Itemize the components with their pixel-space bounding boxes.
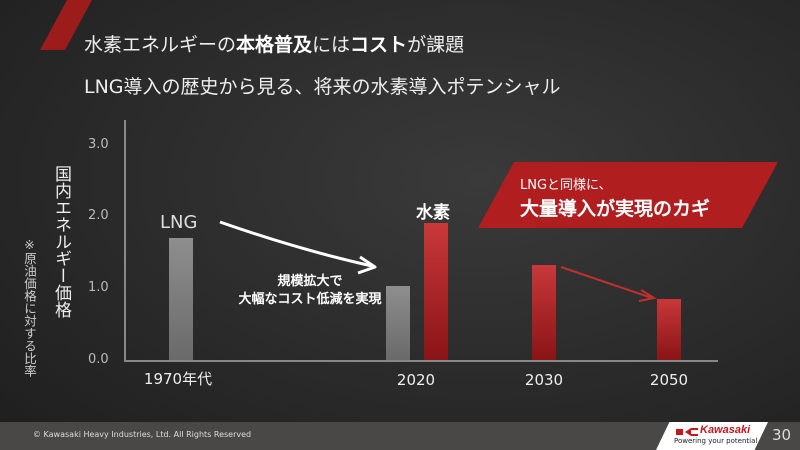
bar-lng-1970s [169,238,193,360]
y-axis-label: 国内エネルギー価格 [51,165,71,318]
bar-hydrogen-2030 [532,265,556,360]
bar-hydrogen-2050 [657,299,681,360]
callout-banner: LNGと同様に、 大量導入が実現のカギ [478,162,778,228]
bar-hydrogen-2020 [424,223,448,360]
kawasaki-river-mark-icon [676,428,698,436]
footer: © Kawasaki Heavy Industries, Ltd. All Ri… [0,422,800,450]
y-axis-note: ※原油価格に対する比率 [22,237,37,377]
x-label-2050: 2050 [649,371,689,389]
y-tick-3: 3.0 [88,137,109,152]
x-label-2020: 2020 [396,371,436,389]
page-number: 30 [772,426,792,444]
y-tick-1: 1.0 [88,280,109,295]
y-tick-2: 2.0 [88,208,109,223]
white-curved-arrow-icon [219,220,377,275]
x-label-1970s: 1970年代 [143,370,213,388]
x-label-2030: 2030 [524,371,564,389]
lng-cost-reduction-note: 規模拡大で 大幅なコスト低減を実現 [238,274,382,307]
hydrogen-series-label: 水素 [416,203,450,223]
y-tick-0: 0.0 [88,352,109,367]
x-axis [124,360,718,362]
red-arrow-icon [560,266,657,302]
page-title: 水素エネルギーの本格普及にはコストが課題 [84,34,465,56]
kawasaki-logo: Kawasaki Powering your potential [656,422,768,450]
bar-lng-2020 [386,286,410,360]
page-subtitle: LNG導入の歴史から見る、将来の水素導入ポテンシャル [84,76,561,98]
copyright-text: © Kawasaki Heavy Industries, Ltd. All Ri… [33,430,252,439]
lng-series-label: LNG [160,212,198,233]
y-axis [124,120,126,361]
